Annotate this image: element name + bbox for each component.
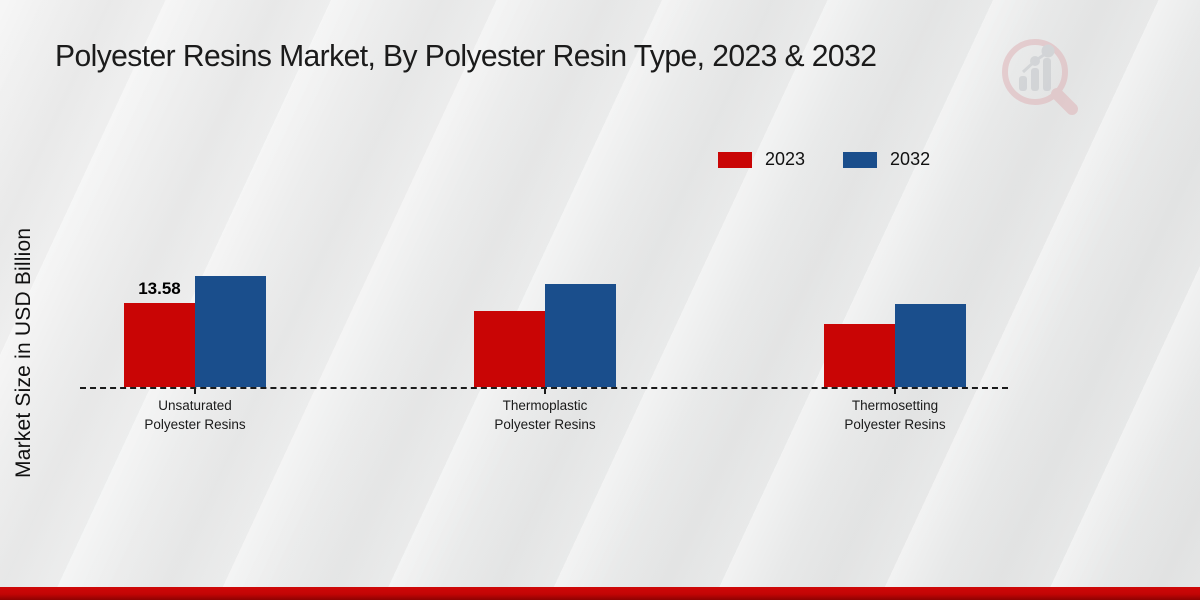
plot-area: 13.58 Unsaturated Polyester Resins Thermop… — [80, 140, 1008, 432]
bar-2023-group-3 — [824, 324, 895, 387]
x-axis-tick — [894, 389, 896, 394]
legend: 2023 2032 — [718, 149, 930, 170]
legend-label-2032: 2032 — [890, 149, 931, 169]
legend-swatch-2032 — [843, 151, 878, 168]
legend-label-2023: 2023 — [765, 149, 806, 169]
legend-item-2023: 2023 — [718, 149, 805, 170]
category-label: Thermoplastic Polyester Resins — [494, 398, 596, 432]
bar-value-label: 13.58 — [138, 279, 181, 298]
x-axis-tick — [194, 389, 196, 394]
y-axis-label: Market Size in USD Billion — [12, 227, 35, 478]
chart-title: Polyester Resins Market, By Polyester Re… — [55, 38, 877, 73]
magnifier-bar-chart-logo-icon — [1002, 39, 1078, 115]
category-label: Thermosetting Polyester Resins — [844, 398, 946, 432]
bar-2023-group-1 — [124, 303, 195, 387]
bar-2032-group-3 — [895, 304, 966, 387]
bar-2032-group-1 — [195, 276, 266, 387]
footer-red-band — [0, 587, 1200, 600]
x-axis-tick — [544, 389, 546, 394]
legend-item-2032: 2032 — [843, 149, 930, 170]
bar-2023-group-2 — [474, 311, 545, 387]
legend-swatch-2023 — [718, 151, 752, 168]
category-label: Unsaturated Polyester Resins — [144, 398, 246, 432]
bar-2032-group-2 — [545, 284, 616, 387]
